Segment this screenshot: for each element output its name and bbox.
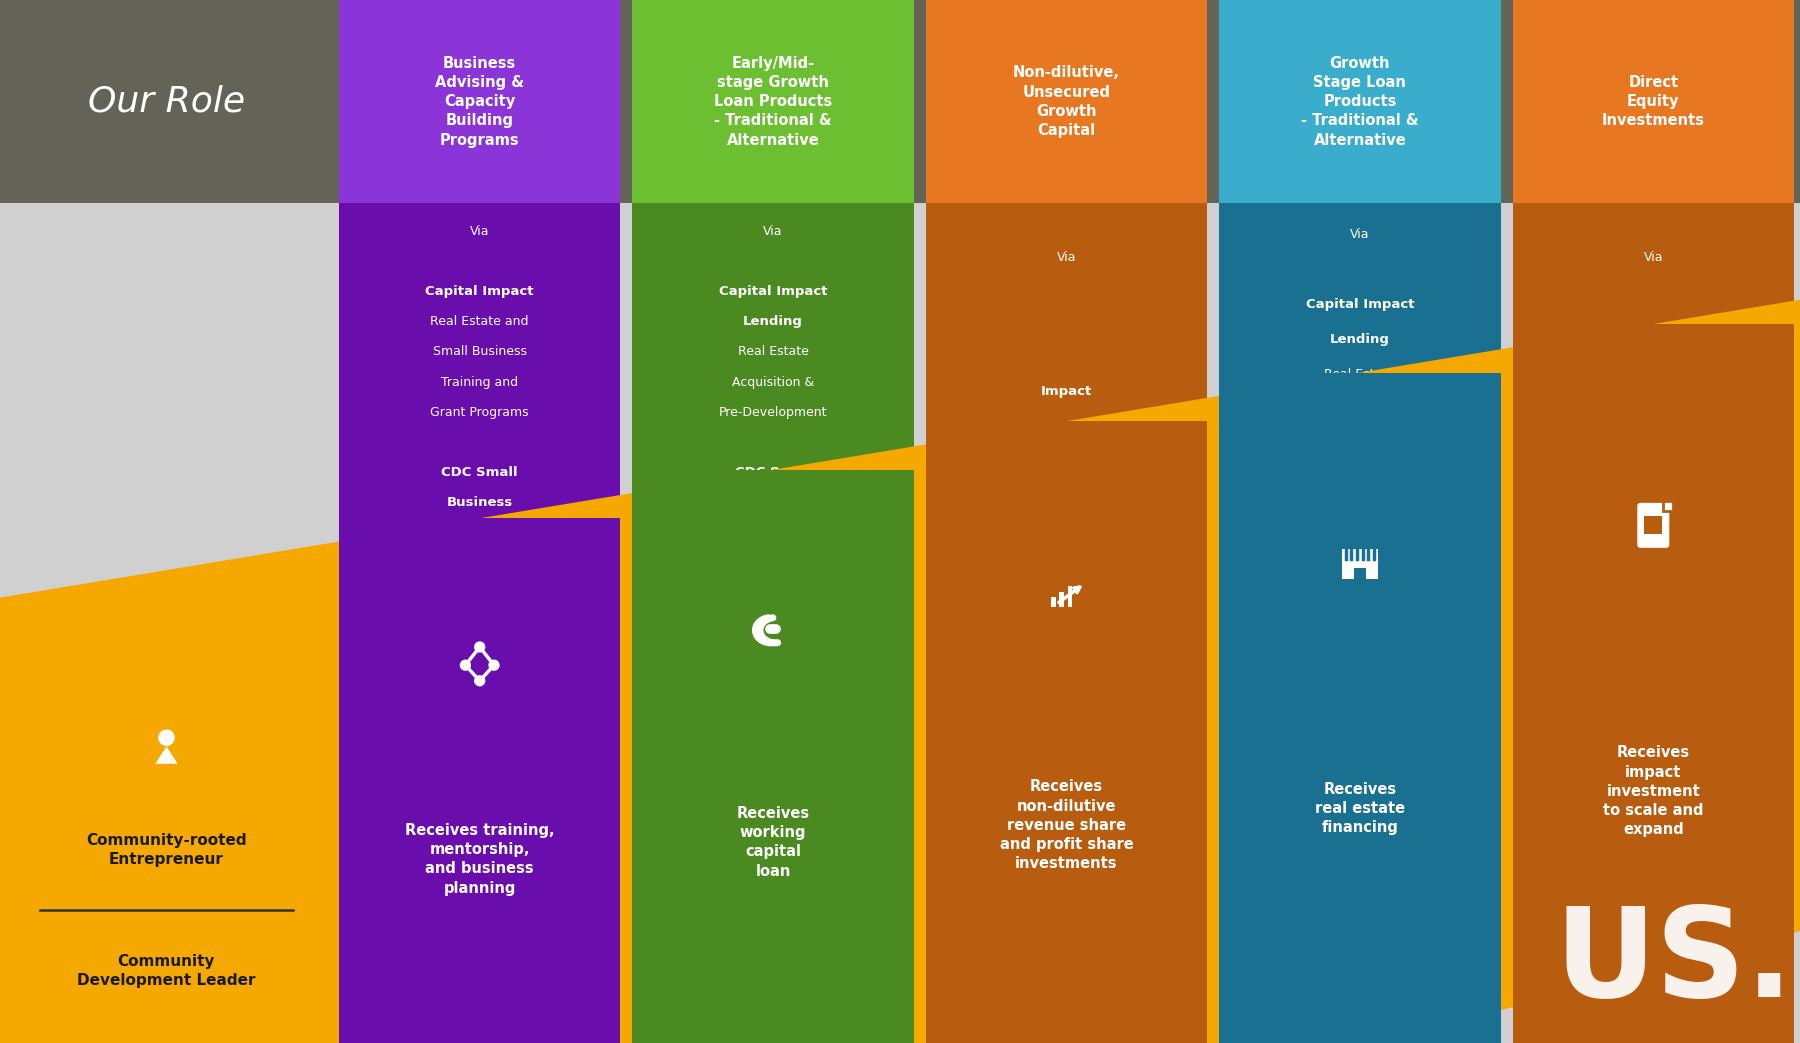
Text: Capital Impact: Capital Impact: [1305, 298, 1415, 311]
Text: Via: Via: [1643, 250, 1663, 264]
Bar: [1643, 516, 1663, 534]
Polygon shape: [0, 299, 1800, 1043]
Text: Via: Via: [1057, 250, 1076, 264]
Text: Community
Development Leader: Community Development Leader: [77, 954, 256, 988]
Bar: [1219, 0, 1501, 203]
Text: Non-dilutive,
Unsecured
Growth
Capital: Non-dilutive, Unsecured Growth Capital: [1013, 66, 1120, 138]
Text: Investments: Investments: [1607, 453, 1699, 466]
Circle shape: [475, 676, 484, 685]
Circle shape: [158, 730, 175, 746]
Text: CDC Small: CDC Small: [1321, 474, 1399, 486]
Bar: [1051, 598, 1057, 607]
Bar: [1512, 324, 1795, 1043]
Text: Direct
Equity
Investments: Direct Equity Investments: [1602, 75, 1705, 128]
Bar: [1507, 0, 1800, 203]
Bar: [1219, 203, 1501, 641]
Polygon shape: [155, 747, 178, 763]
Text: Business
Advising &
Capacity
Building
Programs: Business Advising & Capacity Building Pr…: [436, 55, 524, 148]
Circle shape: [490, 660, 499, 670]
Text: CDC Small: CDC Small: [441, 466, 518, 479]
Text: Acquisition &: Acquisition &: [733, 375, 814, 389]
Circle shape: [461, 660, 470, 670]
Text: Pre-Development: Pre-Development: [718, 406, 828, 419]
Text: Receives
impact
investment
to scale and
expand: Receives impact investment to scale and …: [1604, 746, 1703, 838]
Text: Business: Business: [446, 496, 513, 509]
Bar: [925, 421, 1208, 1043]
Text: Grant Programs: Grant Programs: [430, 406, 529, 419]
Text: Impower: Impower: [1332, 579, 1388, 591]
Bar: [1512, 0, 1795, 203]
Text: Receives
working
capital
loan: Receives working capital loan: [736, 806, 810, 878]
Text: Advisory: Advisory: [454, 557, 506, 569]
Text: Small Business: Small Business: [432, 345, 527, 359]
Bar: [1058, 592, 1064, 607]
Bar: [1512, 203, 1795, 641]
Bar: [632, 469, 914, 1043]
Bar: [1219, 372, 1501, 1043]
Text: Impact: Impact: [1040, 385, 1093, 398]
Bar: [925, 0, 1208, 203]
Text: Impact: Impact: [1627, 385, 1679, 398]
Text: Real Estate and: Real Estate and: [430, 315, 529, 329]
Bar: [925, 203, 1208, 641]
Polygon shape: [1377, 930, 1800, 1043]
Bar: [920, 0, 1213, 203]
Bar: [0, 0, 333, 203]
Text: Business Lending: Business Lending: [1294, 508, 1426, 522]
Text: Lending: Lending: [1330, 333, 1390, 346]
Bar: [626, 0, 920, 203]
Text: SBA 504 CRE: SBA 504 CRE: [1319, 543, 1400, 556]
Text: Program: Program: [1035, 520, 1098, 533]
Text: Receives training,
mentorship,
and business
planning: Receives training, mentorship, and busin…: [405, 823, 554, 896]
Text: Community-rooted
Entrepreneur: Community-rooted Entrepreneur: [86, 833, 247, 867]
Bar: [1663, 502, 1672, 511]
Bar: [1067, 586, 1073, 607]
Text: Growth
Stage Loan
Products
- Traditional &
Alternative: Growth Stage Loan Products - Traditional…: [1301, 55, 1418, 148]
Text: SBA Community: SBA Community: [722, 527, 824, 539]
Bar: [1341, 549, 1379, 559]
Text: Via: Via: [763, 224, 783, 238]
Text: Lending: Lending: [743, 315, 803, 329]
Bar: [632, 0, 914, 203]
Bar: [0, 203, 1800, 641]
Text: Receives
real estate
financing: Receives real estate financing: [1314, 781, 1406, 835]
Text: SBA Microloan: SBA Microloan: [729, 587, 817, 600]
Text: Via: Via: [470, 224, 490, 238]
Text: Capital Impact: Capital Impact: [718, 285, 828, 298]
Text: Real Estate: Real Estate: [738, 345, 808, 359]
Bar: [632, 203, 914, 641]
Text: Real Estate: Real Estate: [1325, 368, 1395, 381]
Circle shape: [475, 642, 484, 652]
Text: Advantage 7(a): Advantage 7(a): [725, 557, 821, 569]
Text: Program: Program: [1622, 520, 1685, 533]
Bar: [1341, 558, 1379, 579]
Text: Services: Services: [454, 587, 506, 600]
Bar: [338, 518, 621, 1043]
Text: Investments: Investments: [1021, 453, 1112, 466]
Bar: [338, 203, 621, 641]
Bar: [1213, 0, 1507, 203]
FancyBboxPatch shape: [1638, 503, 1669, 548]
Bar: [333, 0, 626, 203]
Text: Training and: Training and: [441, 375, 518, 389]
Bar: [338, 0, 621, 203]
Text: Construction: Construction: [1319, 404, 1400, 416]
Text: Business: Business: [452, 527, 508, 539]
Text: Our Role: Our Role: [88, 84, 245, 119]
Text: CDC Small: CDC Small: [734, 466, 812, 479]
Text: Receives
non-dilutive
revenue share
and profit share
investments: Receives non-dilutive revenue share and …: [999, 779, 1134, 871]
Text: Business Lending: Business Lending: [707, 496, 839, 509]
Bar: [1354, 568, 1366, 579]
Text: Via: Via: [1350, 228, 1370, 241]
Text: Capital Impact: Capital Impact: [425, 285, 535, 298]
Text: Early/Mid-
stage Growth
Loan Products
- Traditional &
Alternative: Early/Mid- stage Growth Loan Products - …: [715, 55, 832, 148]
Text: US.: US.: [1555, 902, 1793, 1023]
